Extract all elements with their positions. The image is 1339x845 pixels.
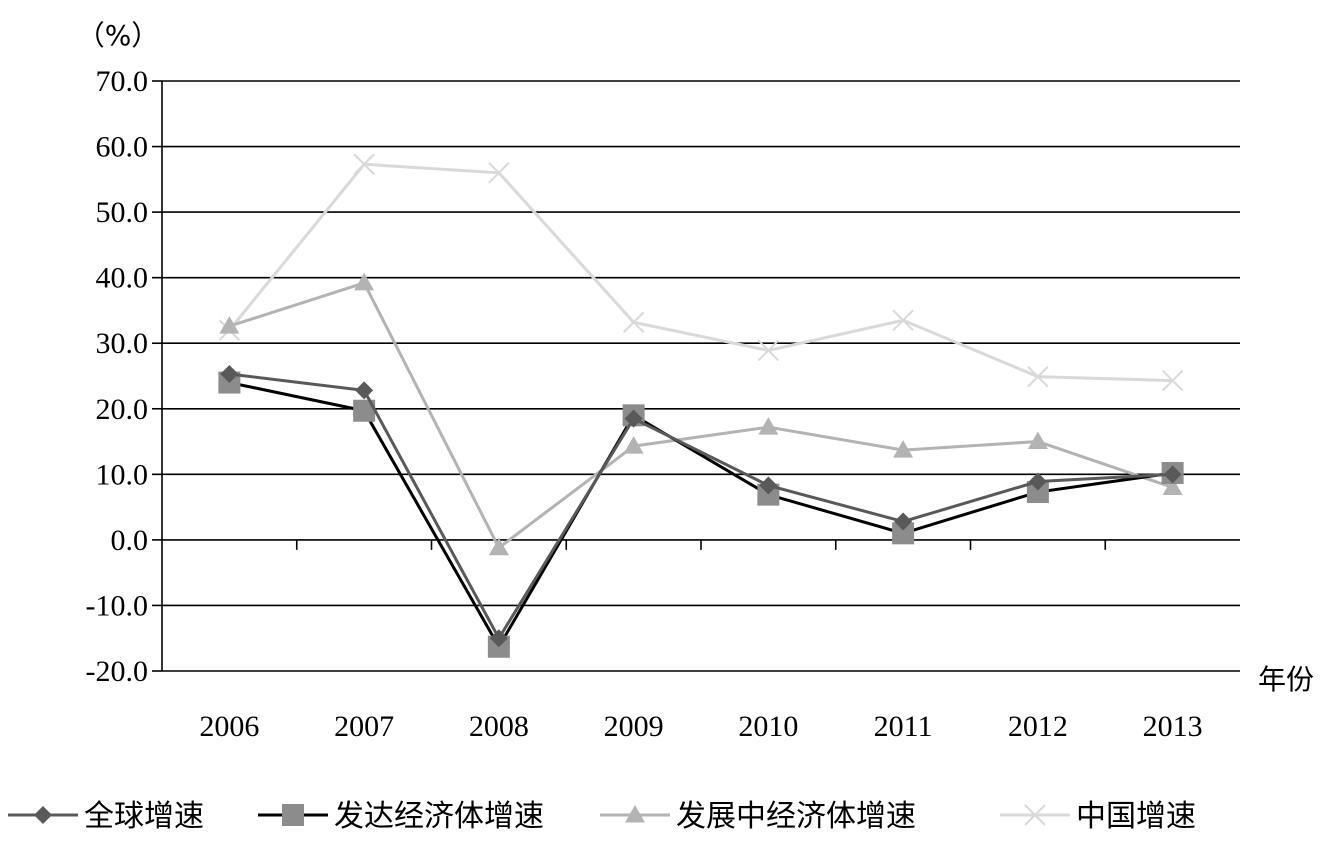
legend: 全球增速 发达经济体增速 发展中经济体增速 中国增速: [8, 799, 1196, 834]
x-marker-stroke: [622, 311, 645, 333]
square-marker: [353, 399, 376, 422]
diamond-marker: [489, 629, 508, 648]
diamond-marker: [624, 409, 643, 428]
x-marker: [353, 153, 375, 175]
triangle-marker: [893, 440, 914, 458]
x-tick-labels: 2006 2007 2008 2009 2010 2011 2012 2013: [199, 710, 1202, 743]
diamond-marker: [355, 381, 374, 400]
legend-label: 全球增速: [84, 799, 204, 834]
y-axis-unit-label: （%）: [77, 19, 160, 52]
square-marker: [757, 483, 780, 506]
x-tick-label: 2010: [738, 710, 798, 743]
diamond-marker: [894, 512, 913, 531]
y-tick-label: 0.0: [111, 524, 149, 557]
x-axis-title: 年份: [1258, 663, 1314, 696]
series-line: [228, 162, 1173, 383]
diamond-marker: [1028, 472, 1047, 491]
y-tick-label: 60.0: [96, 131, 149, 164]
y-tick-label: -20.0: [86, 655, 149, 688]
series-lines: [218, 153, 1184, 658]
series: [219, 272, 1183, 556]
x-marker: [757, 339, 780, 362]
legend-label: 发展中经济体增速: [676, 799, 916, 834]
y-tick-labels: 70.0 60.0 50.0 40.0 30.0 20.0 10.0 0.0 -10.0 -20.…: [86, 65, 149, 688]
x-marker: [622, 311, 645, 333]
triangle-marker: [625, 805, 645, 823]
legend-item: 全球增速: [8, 799, 204, 834]
triangle-marker: [758, 417, 779, 435]
triangle-marker: [623, 436, 644, 454]
x-marker-stroke: [353, 153, 375, 175]
diamond-marker: [1163, 465, 1182, 484]
series-line: [229, 381, 1173, 650]
legend-item: 发达经济体增速: [258, 799, 544, 834]
diamond-marker: [220, 365, 239, 384]
x-marker-stroke: [757, 339, 780, 362]
x-marker: [1161, 369, 1184, 392]
square-marker: [1026, 481, 1049, 504]
triangle-marker: [488, 537, 509, 556]
x-tick-label: 2009: [604, 710, 664, 743]
series: [218, 371, 1184, 658]
series-line: [228, 281, 1174, 551]
x-marker-stroke: [892, 309, 914, 331]
legend-label: 中国增速: [1076, 799, 1196, 834]
x-marker-stroke: [1161, 369, 1184, 392]
y-tick-label: 70.0: [96, 65, 149, 98]
triangle-marker: [354, 272, 375, 291]
triangle-marker: [1162, 477, 1183, 495]
x-tick-label: 2008: [469, 710, 529, 743]
diamond-marker: [759, 476, 778, 495]
y-tick-label: 20.0: [96, 393, 149, 426]
legend-label: 发达经济体增速: [334, 799, 544, 834]
square-marker: [892, 522, 915, 545]
x-marker-stroke: [1027, 365, 1049, 388]
y-tick-label: 30.0: [96, 327, 149, 360]
diamond-marker: [34, 806, 52, 824]
x-marker: [892, 309, 914, 331]
x-marker: [488, 162, 510, 184]
y-tick-label: 10.0: [96, 458, 149, 491]
series-line: [229, 372, 1173, 642]
x-tick-label: 2011: [874, 710, 933, 743]
x-tick-label: 2013: [1143, 710, 1203, 743]
y-tick-label: 50.0: [96, 196, 149, 229]
x-tick-label: 2006: [199, 710, 259, 743]
x-marker: [1027, 365, 1049, 388]
legend-item: 发展中经济体增速: [600, 799, 916, 834]
gridlines: [152, 80, 1240, 672]
series: [218, 153, 1184, 392]
legend-item: 中国增速: [1000, 799, 1196, 834]
square-marker: [282, 804, 304, 826]
axes: [161, 81, 1107, 671]
triangle-marker: [1027, 431, 1048, 450]
series: [220, 365, 1182, 648]
y-tick-label: 40.0: [96, 262, 149, 295]
x-tick-label: 2012: [1008, 710, 1068, 743]
triangle-marker: [219, 316, 240, 334]
x-marker-stroke: [488, 162, 510, 184]
x-marker-stroke: [1024, 804, 1046, 826]
x-marker: [1024, 804, 1046, 826]
x-tick-label: 2007: [334, 710, 394, 743]
y-tick-label: -10.0: [86, 589, 149, 622]
